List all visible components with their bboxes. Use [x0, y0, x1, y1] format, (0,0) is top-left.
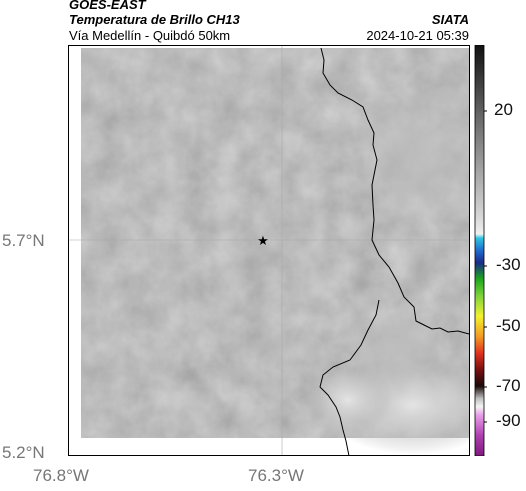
- organization-label: SIATA: [431, 12, 469, 27]
- x-tick-label: 76.3°W: [248, 466, 304, 485]
- x-tick-label: 76.8°W: [33, 466, 89, 485]
- product-title: Temperatura de Brillo CH13: [69, 12, 240, 27]
- department-border: [320, 47, 470, 335]
- satellite-title: GOES-EAST: [69, 0, 146, 12]
- department-border-south: [319, 299, 380, 456]
- colorbar: [474, 45, 487, 456]
- map-frame: [68, 45, 470, 456]
- colorbar-tick: -30: [496, 255, 521, 274]
- colorbar-tick: -90: [496, 411, 521, 430]
- y-tick-label: 5.7°N: [2, 231, 45, 250]
- colorbar-tick: -50: [496, 316, 521, 335]
- y-tick-label: 5.2°N: [2, 443, 45, 462]
- satellite-map: ★: [68, 45, 470, 456]
- colorbar-tick: -70: [496, 376, 521, 395]
- region-label: Vía Medellín - Quibdó 50km: [69, 28, 231, 43]
- cloud-field: [81, 48, 470, 455]
- gridlines: [68, 45, 470, 456]
- star-icon: ★: [257, 234, 269, 249]
- timestamp-label: 2024-10-21 05:39: [366, 28, 469, 43]
- colorbar-tick: 20: [494, 100, 513, 119]
